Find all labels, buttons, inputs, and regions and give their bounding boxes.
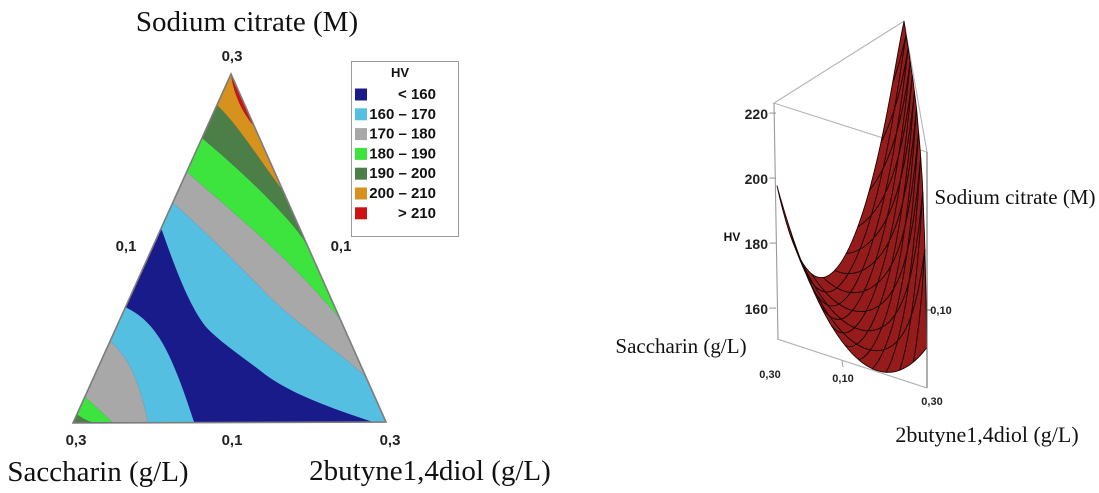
svg-text:0,1: 0,1: [331, 238, 352, 255]
svg-text:0,10: 0,10: [832, 373, 853, 385]
svg-text:HV: HV: [391, 65, 409, 80]
svg-text:0,30: 0,30: [921, 396, 942, 408]
svg-text:0,30: 0,30: [759, 369, 780, 381]
svg-text:0,10: 0,10: [930, 305, 951, 317]
svg-text:180 – 190: 180 – 190: [369, 145, 436, 162]
svg-text:220: 220: [745, 106, 769, 122]
svg-text:180: 180: [745, 236, 769, 252]
svg-text:Sodium citrate (M): Sodium citrate (M): [136, 6, 358, 38]
svg-text:0,1: 0,1: [222, 432, 243, 449]
svg-text:> 210: > 210: [398, 205, 436, 222]
svg-text:< 160: < 160: [398, 86, 436, 103]
svg-text:Saccharin (g/L): Saccharin (g/L): [615, 334, 746, 358]
svg-text:2butyne1,4diol (g/L): 2butyne1,4diol (g/L): [895, 422, 1078, 447]
svg-text:160: 160: [745, 301, 769, 317]
svg-text:160 – 170: 160 – 170: [369, 106, 436, 123]
svg-text:190 – 200: 190 – 200: [369, 165, 436, 182]
svg-text:0,1: 0,1: [116, 238, 137, 255]
svg-text:2butyne1,4diol (g/L): 2butyne1,4diol (g/L): [309, 455, 551, 487]
svg-text:0,3: 0,3: [66, 432, 87, 449]
svg-text:Saccharin (g/L): Saccharin (g/L): [7, 456, 188, 488]
svg-text:0,3: 0,3: [222, 48, 243, 65]
svg-text:200 – 210: 200 – 210: [369, 185, 436, 202]
svg-text:200: 200: [745, 171, 769, 187]
svg-text:HV: HV: [724, 230, 741, 244]
svg-text:0,3: 0,3: [380, 432, 401, 449]
svg-text:170 – 180: 170 – 180: [369, 126, 436, 143]
svg-text:Sodium citrate (M): Sodium citrate (M): [935, 185, 1096, 209]
